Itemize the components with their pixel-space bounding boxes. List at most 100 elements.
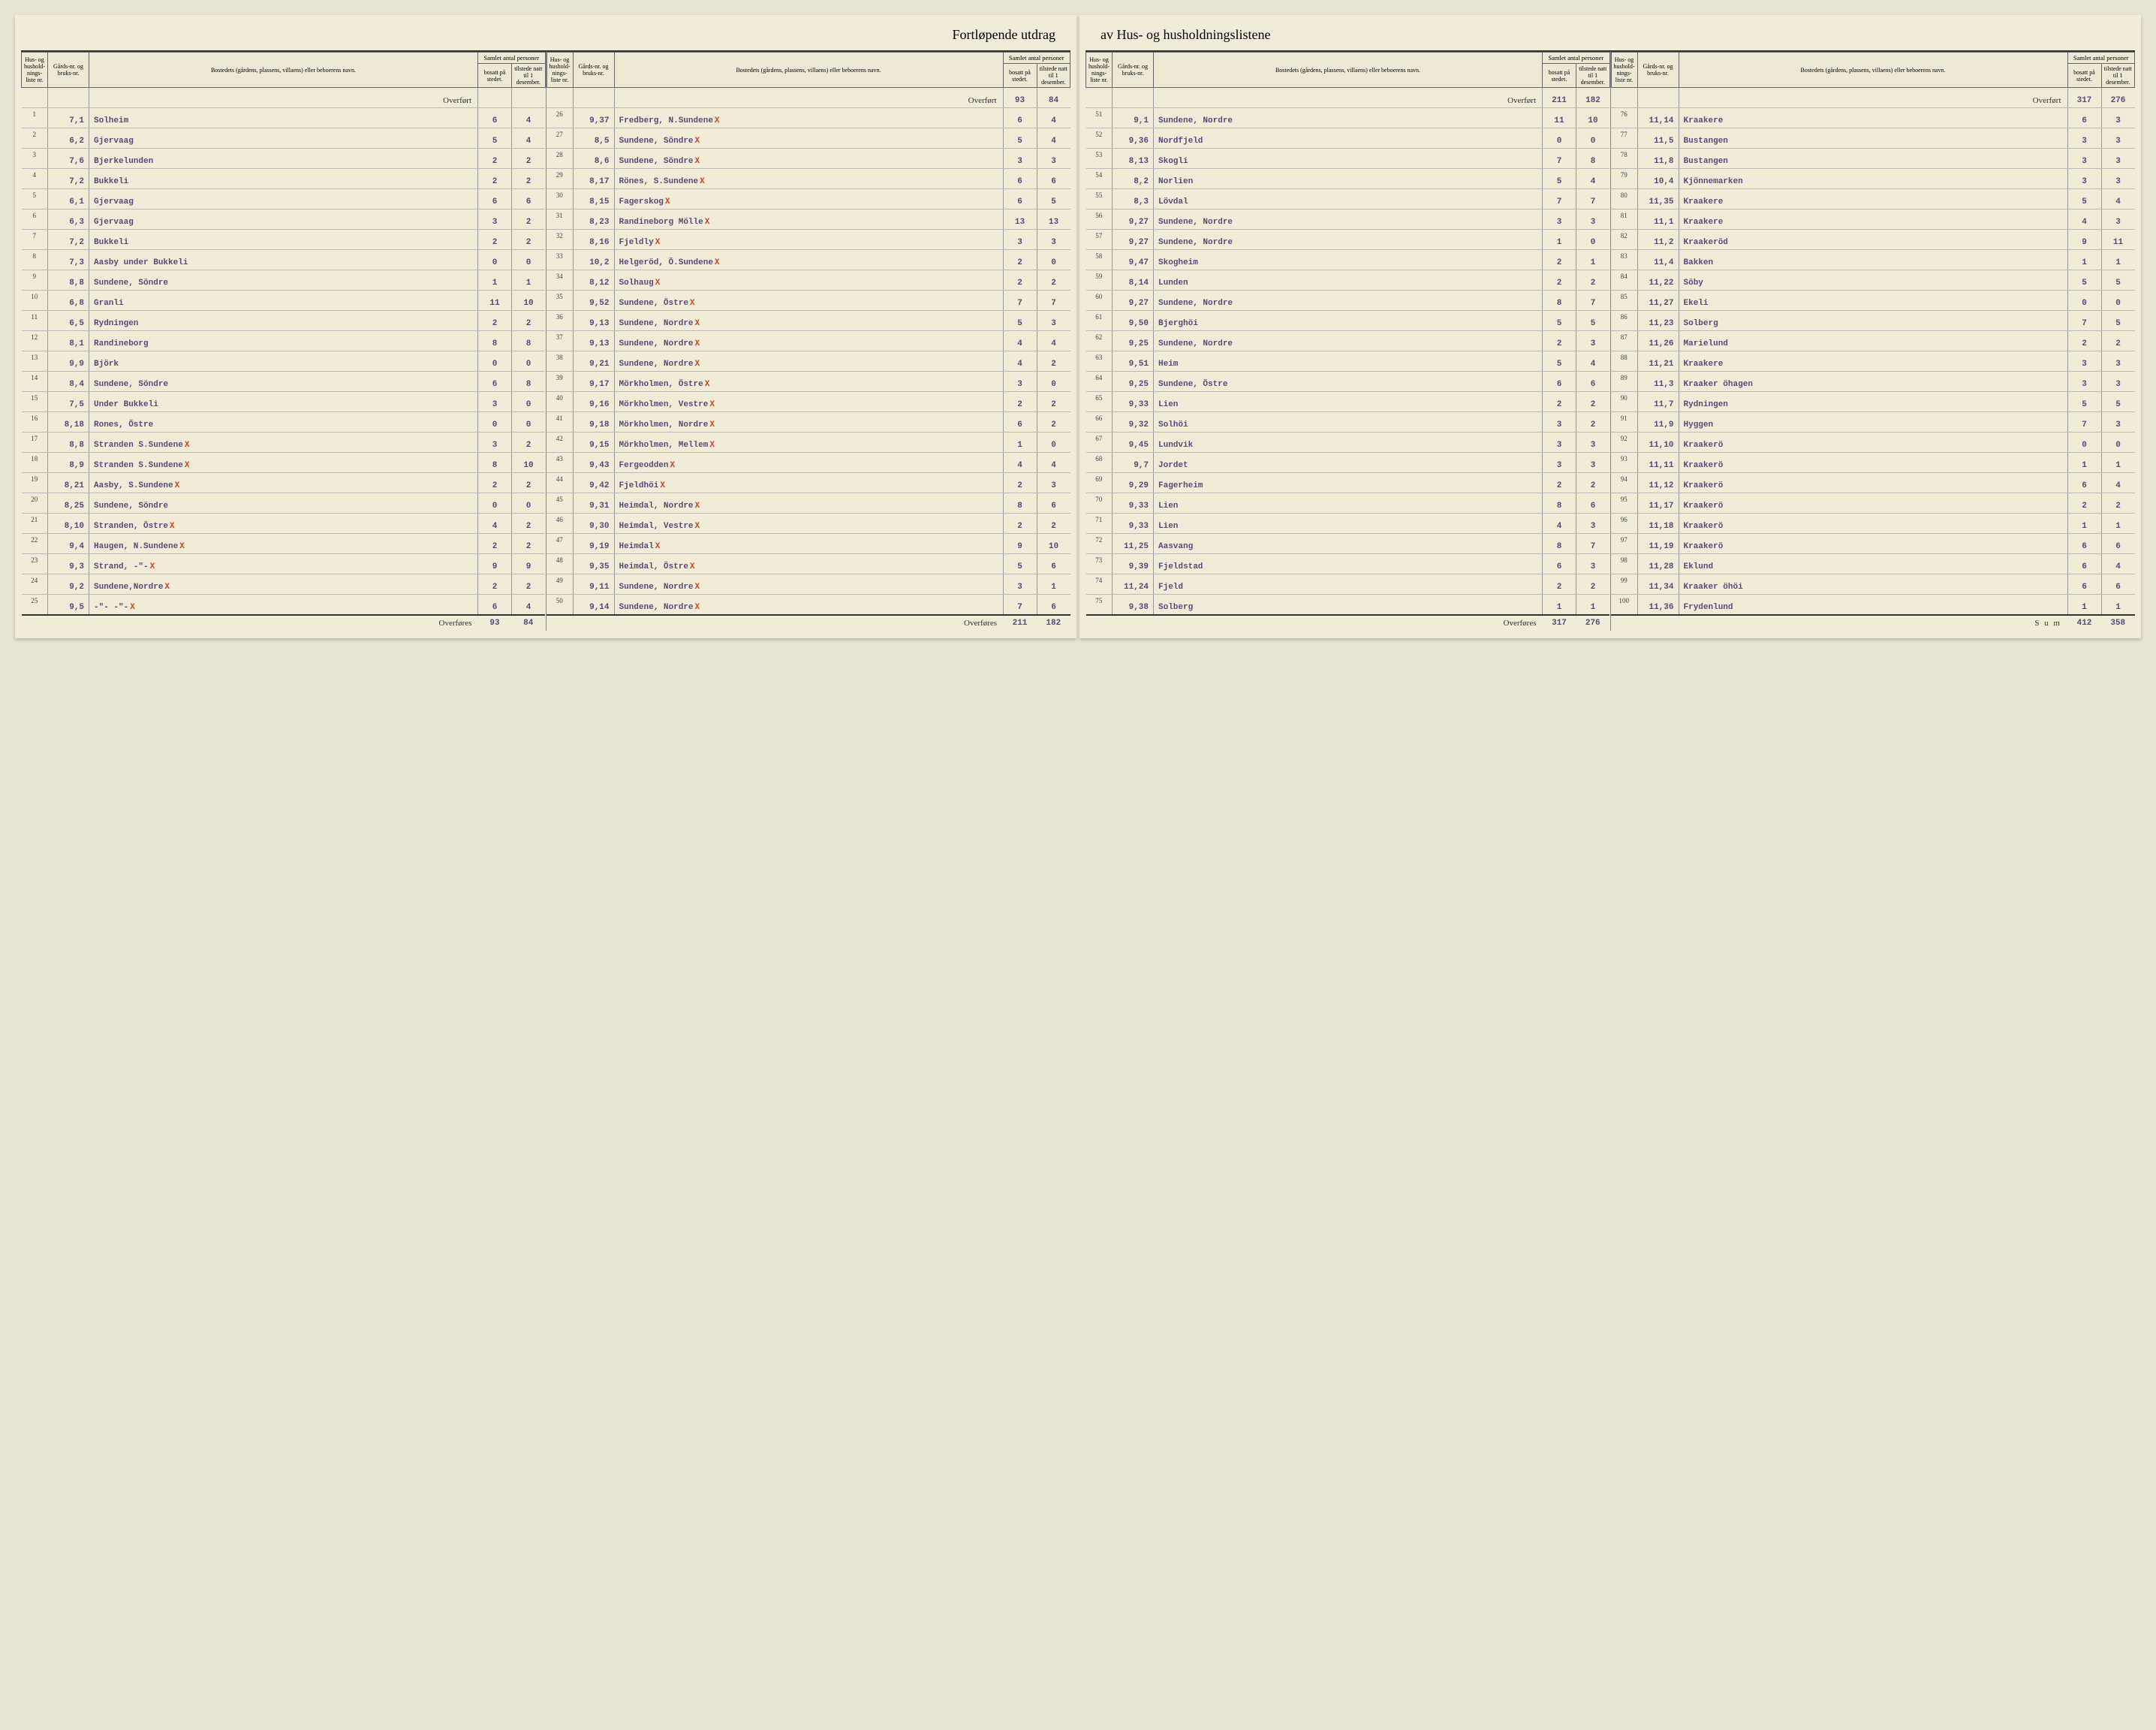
table-row: 80 11,35 Kraakere 5 4 bbox=[1611, 189, 2135, 209]
cell-tilstede: 3 bbox=[2101, 372, 2135, 392]
cell-liste: 68 bbox=[1086, 453, 1113, 473]
hdr-liste: Hus- og hushold-nings-liste nr. bbox=[1086, 53, 1113, 88]
table-row: 81 11,1 Kraakere 4 3 bbox=[1611, 209, 2135, 230]
cell-liste: 54 bbox=[1086, 169, 1113, 189]
hdr-gnr: Gårds-nr. og bruks-nr. bbox=[48, 53, 89, 88]
cell-tilstede: 2 bbox=[1576, 392, 1610, 412]
cell-gnr: 11,19 bbox=[1637, 534, 1679, 554]
hdr-samlet: Samlet antal personer bbox=[1003, 53, 1070, 64]
carry-tilstede: 182 bbox=[1576, 88, 1610, 108]
cell-gnr: 8,18 bbox=[48, 412, 89, 432]
table-row: 13 9,9 Björk 0 0 bbox=[22, 351, 546, 372]
cell-liste: 38 bbox=[547, 351, 573, 372]
block-0: Hus- og hushold-nings-liste nr. Gårds-nr… bbox=[21, 52, 547, 631]
cell-name: Kraakerö bbox=[1679, 432, 2067, 453]
cell-tilstede: 5 bbox=[1576, 311, 1610, 331]
cell-tilstede: 7 bbox=[1576, 291, 1610, 311]
cell-tilstede: 3 bbox=[1576, 453, 1610, 473]
cell-bosatt: 9 bbox=[1003, 534, 1037, 554]
cell-tilstede: 4 bbox=[1037, 108, 1070, 128]
check-mark: X bbox=[703, 218, 710, 227]
table-row: 32 8,16 FjeldlyX 3 3 bbox=[547, 230, 1070, 250]
table-row: 76 11,14 Kraakere 6 3 bbox=[1611, 108, 2135, 128]
table-row: 44 9,42 FjeldhöiX 2 3 bbox=[547, 473, 1070, 493]
cell-tilstede: 2 bbox=[512, 311, 546, 331]
cell-tilstede: 7 bbox=[1576, 189, 1610, 209]
cell-tilstede: 2 bbox=[1576, 574, 1610, 595]
cell-name: Kraaker öhöi bbox=[1679, 574, 2067, 595]
cell-name: FergeoddenX bbox=[614, 453, 1003, 473]
cell-bosatt: 6 bbox=[1543, 372, 1576, 392]
cell-tilstede: 5 bbox=[2101, 270, 2135, 291]
cell-name: Sundene, Nordre bbox=[1154, 209, 1543, 230]
cell-gnr: 8,3 bbox=[1113, 189, 1154, 209]
table-row: 19 8,21 Aasby, S.SundeneX 2 2 bbox=[22, 473, 546, 493]
cell-gnr: 9,29 bbox=[1113, 473, 1154, 493]
cell-bosatt: 3 bbox=[2067, 169, 2101, 189]
table-header: Hus- og hushold-nings-liste nr. Gårds-nr… bbox=[1086, 53, 1610, 88]
cell-bosatt: 3 bbox=[1543, 412, 1576, 432]
cell-liste: 64 bbox=[1086, 372, 1113, 392]
table-row: 17 8,8 Stranden S.SundeneX 3 2 bbox=[22, 432, 546, 453]
cell-gnr: 8,4 bbox=[48, 372, 89, 392]
cell-tilstede: 1 bbox=[512, 270, 546, 291]
cell-tilstede: 6 bbox=[2101, 574, 2135, 595]
cell-gnr: 11,27 bbox=[1637, 291, 1679, 311]
cell-gnr: 11,4 bbox=[1637, 250, 1679, 270]
cell-liste: 96 bbox=[1611, 514, 1637, 534]
cell-tilstede: 5 bbox=[1037, 189, 1070, 209]
cell-gnr: 8,16 bbox=[573, 230, 614, 250]
hdr-gnr: Gårds-nr. og bruks-nr. bbox=[1637, 53, 1679, 88]
table-row: 46 9,30 Heimdal, VestreX 2 2 bbox=[547, 514, 1070, 534]
table-row: 12 8,1 Randineborg 8 8 bbox=[22, 331, 546, 351]
check-mark: X bbox=[654, 279, 661, 288]
cell-tilstede: 3 bbox=[2101, 351, 2135, 372]
cell-name: Rydningen bbox=[1679, 392, 2067, 412]
cell-liste: 26 bbox=[547, 108, 573, 128]
table-row: 99 11,34 Kraaker öhöi 6 6 bbox=[1611, 574, 2135, 595]
cell-gnr: 11,35 bbox=[1637, 189, 1679, 209]
check-mark: X bbox=[694, 339, 700, 348]
cell-tilstede: 4 bbox=[512, 128, 546, 149]
check-mark: X bbox=[149, 562, 155, 571]
cell-bosatt: 8 bbox=[1003, 493, 1037, 514]
cell-tilstede: 2 bbox=[2101, 493, 2135, 514]
cell-gnr: 8,15 bbox=[573, 189, 614, 209]
table-row: 3 7,6 Bjerkelunden 2 2 bbox=[22, 149, 546, 169]
cell-liste: 91 bbox=[1611, 412, 1637, 432]
cell-gnr: 11,28 bbox=[1637, 554, 1679, 574]
cell-liste: 66 bbox=[1086, 412, 1113, 432]
table-row: 16 8,18 Rones, Östre 0 0 bbox=[22, 412, 546, 432]
cell-gnr: 9,27 bbox=[1113, 209, 1154, 230]
cell-name: Sundene, Nordre bbox=[1154, 230, 1543, 250]
cell-liste: 21 bbox=[22, 514, 48, 534]
cell-name: Lien bbox=[1154, 392, 1543, 412]
cell-liste: 90 bbox=[1611, 392, 1637, 412]
check-mark: X bbox=[694, 502, 700, 511]
cell-tilstede: 1 bbox=[2101, 453, 2135, 473]
cell-bosatt: 7 bbox=[2067, 311, 2101, 331]
cell-tilstede: 0 bbox=[512, 250, 546, 270]
carry-row: Overført 93 84 bbox=[547, 88, 1070, 108]
cell-bosatt: 7 bbox=[1543, 149, 1576, 169]
block-3: Hus- og hushold-nings-liste nr. Gårds-nr… bbox=[1611, 52, 2136, 631]
cell-liste: 22 bbox=[22, 534, 48, 554]
check-mark: X bbox=[694, 603, 700, 612]
cell-name: Stranden S.SundeneX bbox=[89, 453, 478, 473]
cell-tilstede: 0 bbox=[2101, 432, 2135, 453]
cell-name: Bukkeli bbox=[89, 230, 478, 250]
cell-tilstede: 3 bbox=[2101, 149, 2135, 169]
cell-gnr: 11,23 bbox=[1637, 311, 1679, 331]
cell-bosatt: 6 bbox=[1003, 169, 1037, 189]
table-row: 78 11,8 Bustangen 3 3 bbox=[1611, 149, 2135, 169]
cell-bosatt: 2 bbox=[1543, 250, 1576, 270]
cell-tilstede: 2 bbox=[2101, 331, 2135, 351]
cell-name: Heimdal, VestreX bbox=[614, 514, 1003, 534]
cell-name: Solberg bbox=[1154, 595, 1543, 616]
cell-tilstede: 0 bbox=[1037, 372, 1070, 392]
cell-gnr: 9,45 bbox=[1113, 432, 1154, 453]
cell-liste: 60 bbox=[1086, 291, 1113, 311]
cell-name: Gjervaag bbox=[89, 128, 478, 149]
cell-bosatt: 2 bbox=[1543, 473, 1576, 493]
cell-bosatt: 11 bbox=[1543, 108, 1576, 128]
